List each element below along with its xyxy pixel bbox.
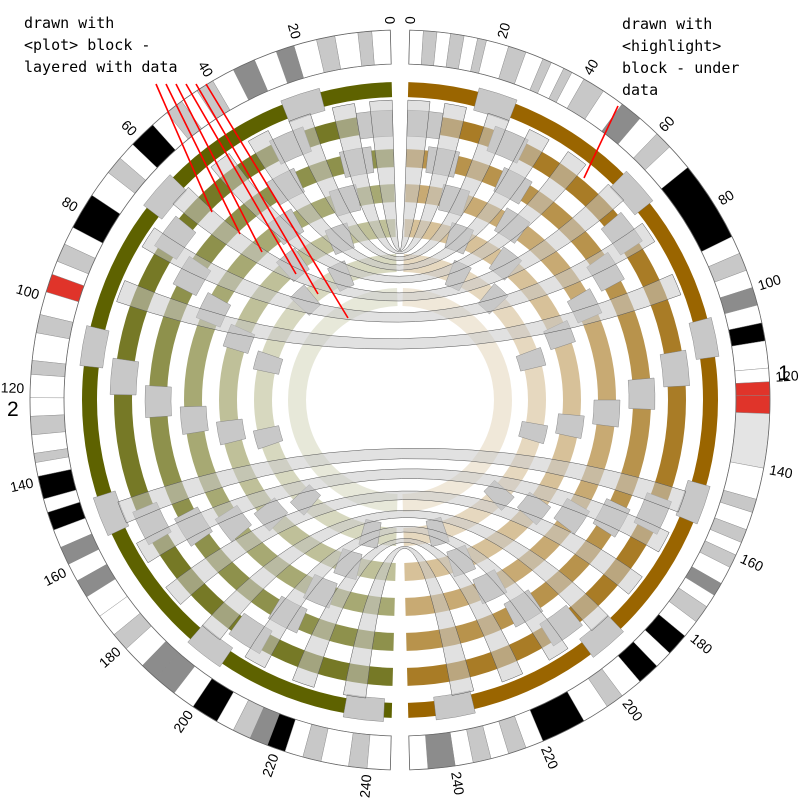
chr1-band [425,732,456,770]
chr1-ideogram [408,29,771,771]
chr2-band [371,29,392,66]
chr1-tick-label: 20 [494,21,514,41]
link-ribbon [331,103,467,255]
link-ribbon [116,273,682,350]
plot-block-pointer [185,83,297,275]
link-ribbon [343,546,475,699]
chr2-tick-label: 240 [356,774,374,799]
link-ribbon [141,222,656,323]
link-ribbon [247,129,550,271]
chr2-highlight [79,325,110,369]
chr1-track-ring [403,254,546,546]
chr2-highlight [144,385,172,418]
chr1-band [730,412,770,469]
chromosome-2-label: 2 [7,398,19,421]
link-ribbon [244,526,569,669]
chr2-highlight [179,405,209,435]
annotation-highlight-block: drawn with <highlight> block - under dat… [622,15,740,99]
chr2-ideogram-outline [29,29,392,771]
chr2-band [366,734,392,771]
chr1-highlight [518,421,548,445]
link-ribbon [165,490,643,605]
chr1-highlight [659,349,690,388]
chr1-tick-label: 180 [687,630,715,657]
link-ribbon [210,151,587,284]
link-ribbon [136,468,670,564]
chr2-tick-label: 0 [382,16,398,24]
chr1-tick-label: 80 [715,186,737,208]
chr1-tick-label: 240 [448,771,467,797]
chr2-band [29,397,65,417]
annotation-pointers [155,83,619,319]
annotation-plot-block: drawn with <plot> block - layered with d… [24,14,178,76]
chr2-band [29,374,66,399]
chr2-tick-label: 200 [170,707,196,735]
chr2-band [30,414,66,436]
chr1-band [408,29,424,65]
chr1-band [408,734,429,771]
chr1-tick-label: 200 [619,696,646,724]
chr2-highlight [109,357,139,396]
chr1-tick-label: 0 [402,16,418,24]
chr2-tick-label: 40 [195,58,217,80]
chr1-highlight [515,347,547,372]
ribbons [116,99,687,699]
link-ribbon [172,183,625,302]
chr2-highlight [342,694,385,722]
plot-block-pointer [165,83,241,235]
chr1-tick-label: 140 [768,461,794,481]
chr1-band [735,381,771,397]
chr2-tick-label: 180 [96,643,124,671]
chr2-tick-label: 220 [259,751,282,779]
chr2-tick-label: 120 [1,379,25,396]
link-ribbon [369,99,431,251]
plot-block-pointer [155,83,213,213]
link-ribbon [201,510,609,641]
chr2-highlight [92,490,130,536]
chr1-highlight [627,377,656,410]
plot-block-pointer [175,83,263,253]
chr1-highlight [675,480,711,525]
plot-block-pointer [195,83,319,295]
chr1-highlight [555,413,585,439]
chromosome-1-label: 1 [778,362,790,385]
plot-block-pointer [205,83,349,319]
chr1-highlight [688,317,720,360]
chr2-tick-label: 80 [59,193,81,215]
chr2-tick-label: 60 [118,117,140,139]
chr1-tick-label: 40 [580,56,602,78]
chr1-tick-label: 120 [775,367,800,384]
chr2-highlight [216,418,247,446]
chr2-tick-label: 100 [14,281,41,303]
chr1-tick-label: 220 [538,744,562,772]
link-ribbon [288,112,510,261]
chr2-highlight [252,425,284,450]
chr2-ideogram [29,29,392,771]
chr1-ideogram-outline [408,29,771,771]
chr2-tick-label: 20 [285,21,305,41]
chr1-highlight [592,399,621,428]
chr2-highlight [252,350,284,375]
chr1-tick-label: 60 [655,113,677,135]
chr1-band [735,395,771,414]
chr1-band [731,340,769,372]
chr1-tick-label: 100 [756,271,783,293]
chr1-band [734,367,770,384]
chr2-tick-label: 160 [41,564,69,589]
link-ribbon [117,447,687,524]
chr1-tick-label: 160 [738,550,766,574]
chr2-tick-label: 140 [9,474,36,495]
chr2-track-ring [254,254,397,546]
link-ribbon [292,538,524,688]
highlight-block-pointer [583,105,619,179]
